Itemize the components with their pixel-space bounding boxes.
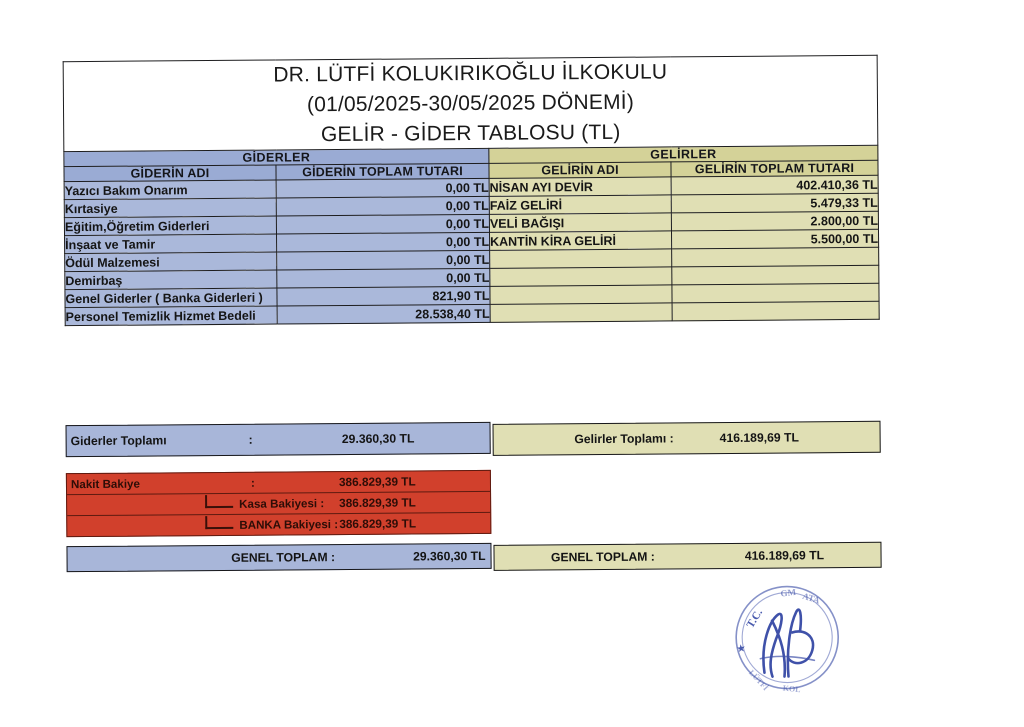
income-amount: 5.500,00 TL: [671, 229, 879, 250]
expense-name: Ödül Malzemesi: [64, 252, 277, 273]
expense-name: Personel Temizlik Hizmet Bedeli: [65, 306, 278, 327]
income-name-empty: [489, 285, 673, 305]
gelir-gider-table: DR. LÜTFİ KOLUKIRIKOĞLU İLKOKULU (01/05/…: [63, 55, 880, 327]
incomes-total-strip: Gelirler Toplamı : 416.189,69 TL: [492, 420, 881, 456]
svg-text:★: ★: [735, 643, 746, 654]
svg-text:LÜTFİ: LÜTFİ: [747, 667, 771, 692]
svg-text:GM: GM: [780, 587, 797, 599]
expense-amount: 0,00 TL: [276, 232, 490, 253]
income-amount: 2.800,00 TL: [671, 211, 879, 232]
income-amount-empty: [671, 265, 879, 286]
expense-name: İnşaat ve Tamir: [64, 234, 277, 255]
cash-balance-value: 386.829,39 TL: [338, 474, 416, 490]
income-name-empty: [489, 267, 672, 287]
cash-balance-block: Nakit Bakiye : 386.829,39 TL Kasa Bakiye…: [65, 469, 492, 538]
income-amount-empty: [672, 301, 880, 322]
expense-name: Eğitim,Öğretim Giderleri: [64, 216, 277, 237]
expense-amount-header: GİDERİN TOPLAM TUTARI: [275, 163, 490, 181]
expense-amount: 0,00 TL: [276, 250, 490, 271]
expense-amount: 0,00 TL: [276, 178, 490, 199]
banka-balance-value: 386.829,39 TL: [339, 516, 417, 532]
income-name-header: GELİRİN ADI: [488, 162, 672, 179]
income-amount: 402.410,36 TL: [671, 175, 879, 196]
expense-name: Kırtasiye: [64, 198, 277, 219]
incomes-grand-total-strip: GENEL TOPLAM : 416.189,69 TL: [493, 541, 882, 571]
expense-name: Yazıcı Bakım Onarım: [64, 180, 277, 201]
income-amount-header: GELİRİN TOPLAM TUTARI: [670, 160, 879, 178]
expense-amount: 821,90 TL: [276, 286, 491, 307]
expense-amount: 0,00 TL: [276, 268, 490, 289]
cash-balance-label: Nakit Bakiye: [70, 477, 140, 491]
incomes-total-value: 416.189,69 TL: [719, 430, 799, 446]
expense-name-header: GİDERİN ADI: [63, 165, 277, 183]
expense-amount: 0,00 TL: [276, 196, 490, 217]
income-amount: 5.479,33 TL: [671, 193, 879, 214]
kasa-balance-value: 386.829,39 TL: [339, 495, 416, 511]
income-name-empty: [489, 249, 672, 269]
tree-branch-icon: [205, 515, 234, 530]
expense-amount: 28.538,40 TL: [277, 304, 491, 325]
expenses-grand-total-label: GENEL TOPLAM :: [231, 550, 336, 565]
page-title: DR. LÜTFİ KOLUKIRIKOĞLU İLKOKULU (01/05/…: [63, 55, 878, 153]
tree-branch-icon: [205, 494, 234, 509]
cash-balance-colon: :: [250, 476, 255, 490]
income-name: KANTİN KİRA GELİRİ: [489, 231, 672, 251]
svg-text:ATA: ATA: [801, 591, 821, 606]
incomes-total-label: Gelirler Toplamı :: [574, 431, 674, 447]
expenses-grand-total-value: 29.360,30 TL: [412, 548, 486, 564]
income-amount-empty: [671, 247, 879, 268]
expense-name: Genel Giderler ( Banka Giderleri ): [64, 288, 278, 309]
title-row: DR. LÜTFİ KOLUKIRIKOĞLU İLKOKULU (01/05/…: [63, 55, 878, 153]
official-round-stamp: T.C. ★ GM ATA LÜTFİ KOL: [735, 585, 839, 695]
incomes-grand-total-value: 416.189,69 TL: [744, 548, 825, 563]
banka-balance-row: BANKA Bakiyesi : 386.829,39 TL: [67, 513, 490, 536]
expense-name: Demirbaş: [64, 270, 277, 291]
income-name-empty: [490, 303, 673, 323]
expenses-total-label: Giderler Toplamı: [70, 433, 167, 449]
income-name: VELİ BAĞIŞI: [489, 213, 672, 233]
expense-amount: 0,00 TL: [276, 214, 490, 235]
svg-text:KOL: KOL: [782, 684, 801, 695]
expenses-grand-total-strip: GENEL TOPLAM : 29.360,30 TL: [66, 542, 492, 573]
expenses-total-strip: Giderler Toplamı : 29.360,30 TL: [65, 421, 491, 458]
stamp-text-tc: T.C.: [744, 607, 765, 631]
income-name: FAİZ GELİRİ: [489, 195, 672, 215]
expenses-total-value: 29.360,30 TL: [341, 431, 415, 447]
income-amount-empty: [671, 283, 880, 304]
incomes-grand-total-label: GENEL TOPLAM :: [550, 549, 655, 565]
income-name: NİSAN AYI DEVİR: [489, 177, 672, 197]
expenses-total-colon: :: [248, 432, 253, 447]
